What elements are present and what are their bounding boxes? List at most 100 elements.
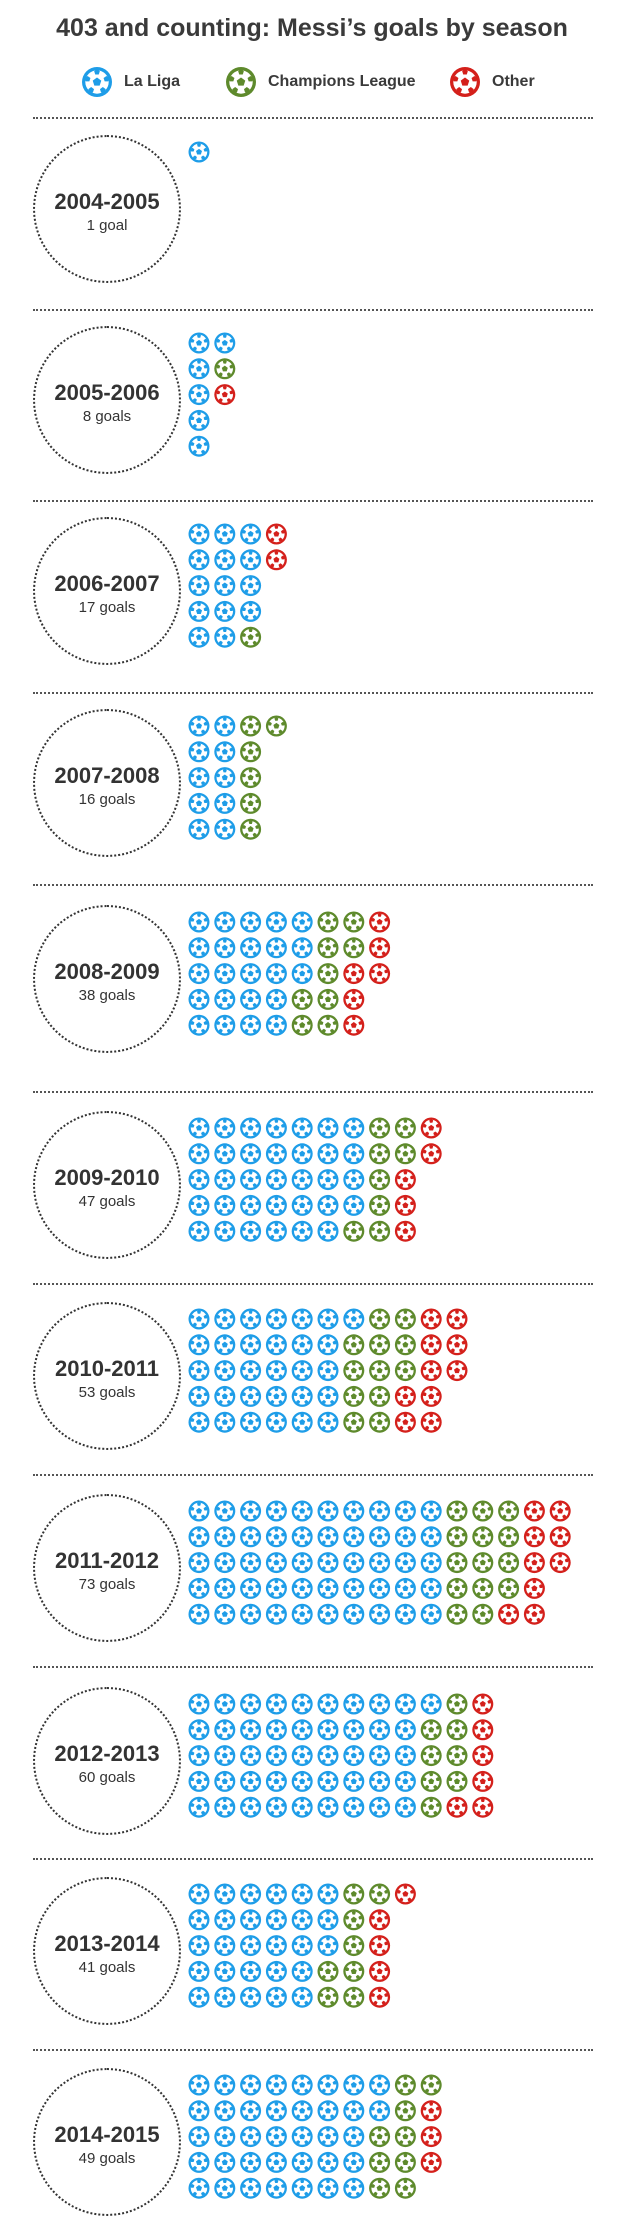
goal-mark-cl <box>240 767 262 789</box>
goal-mark-cl <box>420 1719 442 1741</box>
goal-mark-laliga <box>214 1577 236 1599</box>
goal-mark-laliga <box>343 1603 365 1625</box>
goal-mark-laliga <box>369 1745 391 1767</box>
goal-mark-cl <box>343 1385 365 1407</box>
goal-mark-laliga <box>240 1500 262 1522</box>
goal-mark-laliga <box>214 1220 236 1242</box>
goal-mark-laliga <box>420 1693 442 1715</box>
goal-mark-laliga <box>188 963 210 985</box>
goal-mark-laliga <box>291 1117 313 1139</box>
goal-mark-laliga <box>265 1552 287 1574</box>
goal-mark-cl <box>240 792 262 814</box>
goal-mark-laliga <box>265 963 287 985</box>
goal-mark-laliga <box>420 1552 442 1574</box>
goal-mark-laliga <box>394 1500 416 1522</box>
section-divider <box>33 2049 593 2051</box>
goal-mark-laliga <box>343 1693 365 1715</box>
goal-mark-other <box>394 1883 416 1905</box>
goal-mark-laliga <box>265 1770 287 1792</box>
goal-mark-laliga <box>188 2126 210 2148</box>
goal-mark-laliga <box>317 1360 339 1382</box>
goal-mark-other <box>472 1770 494 1792</box>
goal-mark-other <box>394 1194 416 1216</box>
goal-mark-other <box>472 1796 494 1818</box>
goal-mark-laliga <box>291 1360 313 1382</box>
goal-mark-laliga <box>188 1603 210 1625</box>
goal-mark-cl <box>369 1360 391 1382</box>
goal-mark-laliga <box>240 1308 262 1330</box>
goal-mark-other <box>523 1552 545 1574</box>
goal-mark-laliga <box>317 2074 339 2096</box>
goal-mark-laliga <box>343 1500 365 1522</box>
goal-mark-laliga <box>265 1143 287 1165</box>
goal-mark-cl <box>343 1883 365 1905</box>
goal-mark-cl <box>369 1169 391 1191</box>
goal-mark-laliga <box>291 1308 313 1330</box>
goal-mark-laliga <box>214 1552 236 1574</box>
goal-mark-laliga <box>214 1986 236 2008</box>
goal-mark-laliga <box>214 1014 236 1036</box>
goal-mark-laliga <box>214 2100 236 2122</box>
goal-mark-laliga <box>188 1220 210 1242</box>
goal-mark-laliga <box>188 358 210 380</box>
goal-mark-other <box>369 1960 391 1982</box>
legend-label: La Liga <box>124 73 181 90</box>
goal-mark-other <box>523 1526 545 1548</box>
goal-mark-other <box>420 2126 442 2148</box>
goal-mark-laliga <box>394 1770 416 1792</box>
goal-mark-laliga <box>291 937 313 959</box>
goal-mark-laliga <box>317 1909 339 1931</box>
goal-mark-laliga <box>240 575 262 597</box>
goal-mark-laliga <box>188 1169 210 1191</box>
goal-mark-other <box>420 1360 442 1382</box>
goal-mark-laliga <box>317 1117 339 1139</box>
goal-mark-other <box>369 1935 391 1957</box>
goal-mark-laliga <box>265 1385 287 1407</box>
goal-mark-laliga <box>188 1194 210 1216</box>
goal-mark-laliga <box>369 1770 391 1792</box>
goal-mark-laliga <box>343 1169 365 1191</box>
season-circle: 2007-2008 16 goals <box>33 709 181 857</box>
goal-mark-cl <box>498 1526 520 1548</box>
season-label: 2010-2011 <box>55 1356 159 1381</box>
goal-mark-laliga <box>240 988 262 1010</box>
goal-mark-cl <box>394 2100 416 2122</box>
goal-mark-laliga <box>240 1603 262 1625</box>
goal-mark-laliga <box>240 1360 262 1382</box>
goal-mark-laliga <box>265 1960 287 1982</box>
goal-mark-laliga <box>214 1334 236 1356</box>
goal-mark-cl <box>394 1334 416 1356</box>
goal-mark-laliga <box>265 1577 287 1599</box>
goal-mark-laliga <box>214 1603 236 1625</box>
goal-mark-cl <box>369 1194 391 1216</box>
goal-mark-laliga <box>291 1603 313 1625</box>
season-label: 2011-2012 <box>55 1548 159 1573</box>
goal-mark-cl <box>394 1360 416 1382</box>
season-circle: 2011-2012 73 goals <box>33 1494 181 1642</box>
goal-mark-laliga <box>188 2177 210 2199</box>
goal-mark-other <box>369 1986 391 2008</box>
goal-mark-cl <box>420 1745 442 1767</box>
goal-mark-laliga <box>291 911 313 933</box>
goal-mark-cl <box>369 2151 391 2173</box>
section-divider <box>33 1858 593 1860</box>
goal-mark-cl <box>214 358 236 380</box>
goal-mark-laliga <box>317 1693 339 1715</box>
goal-mark-cl <box>420 1770 442 1792</box>
goal-mark-other <box>523 1500 545 1522</box>
goal-mark-laliga <box>214 1960 236 1982</box>
goal-mark-cl <box>394 2126 416 2148</box>
goal-mark-laliga <box>188 1960 210 1982</box>
goal-mark-laliga <box>240 549 262 571</box>
goal-mark-laliga <box>291 1194 313 1216</box>
legend-ball-cl <box>226 67 256 97</box>
goal-mark-laliga <box>291 2177 313 2199</box>
goal-mark-other <box>369 1909 391 1931</box>
goal-mark-other <box>343 988 365 1010</box>
goal-mark-laliga <box>240 1117 262 1139</box>
goal-mark-cl <box>343 1334 365 1356</box>
goal-mark-laliga <box>240 937 262 959</box>
goal-mark-laliga <box>188 1693 210 1715</box>
goal-mark-laliga <box>188 1308 210 1330</box>
